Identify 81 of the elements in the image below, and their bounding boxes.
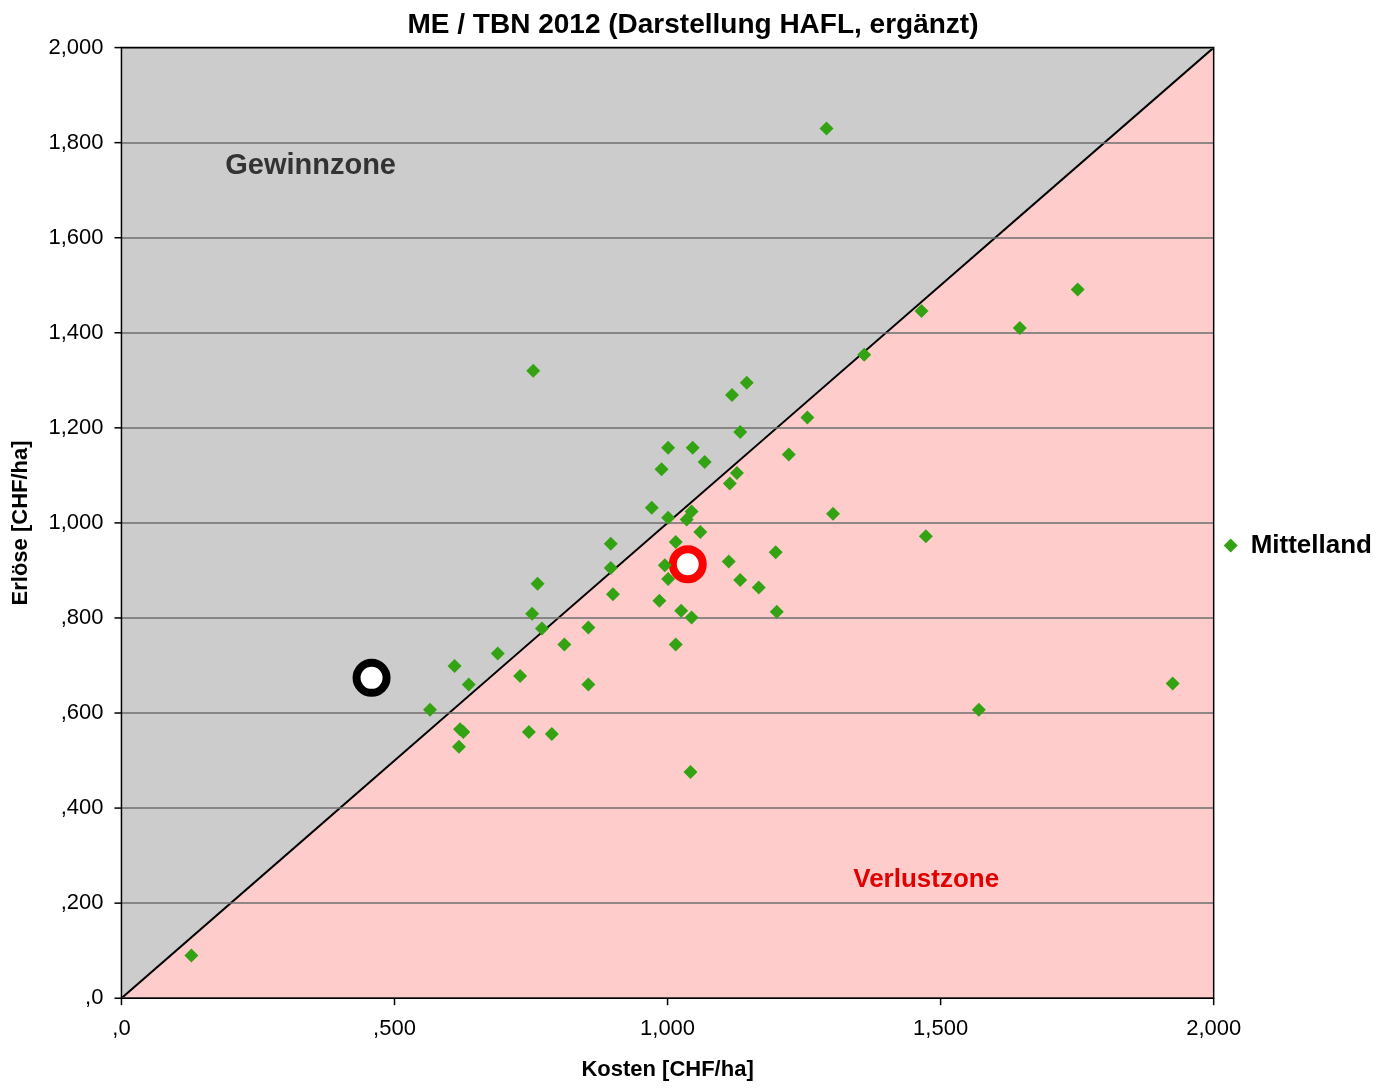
legend-label: Mittelland [1250,528,1373,559]
point [423,702,438,717]
x-tick-label: 2,000 [1186,1015,1242,1041]
point [526,363,541,378]
point [733,425,748,440]
point [652,593,667,608]
point [605,587,620,602]
point [603,561,618,576]
point [918,529,933,544]
y-tick-label: 1,800 [48,128,104,154]
point [684,504,699,519]
point [668,534,683,549]
point [513,668,528,683]
point [722,476,737,491]
x-tick-label: ,500 [373,1015,416,1041]
point [352,658,391,697]
point [679,512,694,527]
point [525,606,540,621]
point [769,604,784,619]
x-axis-title: Kosten [CHF/ha] [581,1055,754,1081]
point [826,506,841,521]
y-tick-label: 1,000 [48,508,104,534]
point [751,580,766,595]
point [668,545,707,584]
chart-title: ME / TBN 2012 (Darstellung HAFL, ergänzt) [407,7,979,39]
point [490,646,505,661]
point [461,677,476,692]
point [661,440,676,455]
point [530,576,545,591]
y-tick-label: ,400 [60,794,104,820]
point [1012,321,1027,336]
y-tick-label: ,600 [60,699,104,725]
point [534,621,549,636]
point [603,536,618,551]
point [557,637,572,652]
x-tick-label: 1,000 [640,1015,696,1041]
point [657,558,672,573]
y-tick-label: 1,200 [48,413,104,439]
y-tick-label: ,800 [60,604,104,630]
point [857,347,872,362]
point [693,524,708,539]
point [971,702,986,717]
annotation: Gewinnzone [225,148,397,181]
point [184,948,199,963]
point [697,455,712,470]
point [733,572,748,587]
point [644,500,659,515]
point [661,571,676,586]
point [581,620,596,635]
point [1070,282,1085,297]
point [729,465,744,480]
point [654,462,669,477]
annotation: Verlustzone [853,862,1000,893]
point [683,764,698,779]
point [819,121,834,136]
point [685,440,700,455]
point [674,603,689,618]
point [914,303,929,318]
point [725,388,739,403]
point [521,725,536,740]
point [684,610,699,625]
point [768,545,783,560]
point [544,726,559,741]
y-tick-label: 1,600 [48,223,104,249]
point [451,739,466,754]
y-tick-label: 2,000 [48,33,104,59]
x-tick-label: ,0 [112,1015,131,1041]
x-tick-label: 1,500 [913,1015,969,1041]
y-tick-label: 1,400 [48,318,104,344]
point [1165,676,1180,691]
y-axis-title: Erlöse [CHF/ha] [7,440,33,606]
y-tick-label: ,0 [85,984,104,1010]
point [739,375,754,390]
point [581,677,596,692]
point [800,410,815,425]
point [781,447,796,462]
point [661,510,676,525]
point [721,554,736,569]
y-tick-label: ,200 [60,889,104,915]
point [447,658,462,673]
point [668,637,683,652]
